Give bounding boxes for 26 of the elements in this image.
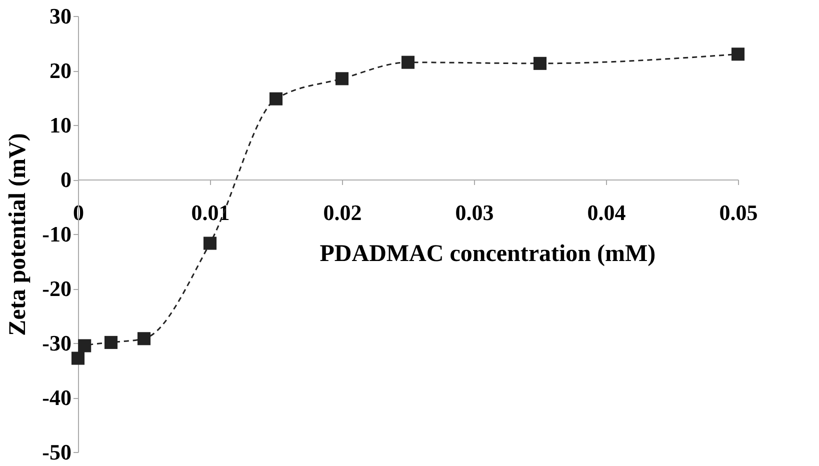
x-tick-label: 0.01 [191, 200, 230, 225]
y-axis-title: Zeta potential (mV) [5, 133, 32, 336]
x-tick-label: 0.02 [323, 200, 362, 225]
x-axis-title: PDADMAC concentration (mM) [320, 241, 656, 267]
y-tick-label: -50 [42, 440, 72, 464]
y-tick-label: -40 [42, 385, 72, 410]
point [78, 339, 92, 352]
point [203, 236, 217, 250]
point [335, 72, 349, 86]
y-tick-label: 10 [50, 112, 72, 138]
x-tick-label: 0.05 [719, 200, 758, 225]
point [104, 336, 118, 349]
y-tick-label: -10 [42, 222, 72, 246]
y-tick-label: 0 [60, 167, 72, 192]
y-tick-label: 20 [50, 58, 72, 83]
point [731, 48, 745, 61]
x-tick-label: 0.03 [455, 200, 494, 225]
y-tick-label: 30 [50, 4, 72, 28]
point [269, 92, 283, 106]
point [71, 352, 85, 365]
point [137, 332, 151, 346]
point [533, 56, 547, 70]
y-tick-label: -20 [42, 276, 72, 301]
x-tick-label: 0.04 [587, 200, 626, 225]
point [401, 56, 415, 69]
y-tick-label: -30 [42, 330, 72, 356]
